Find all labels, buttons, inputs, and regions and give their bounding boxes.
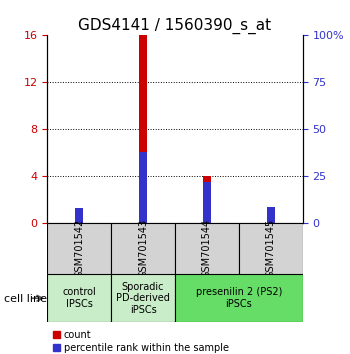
Text: presenilin 2 (PS2)
iPSCs: presenilin 2 (PS2) iPSCs	[196, 287, 282, 309]
Text: Sporadic
PD-derived
iPSCs: Sporadic PD-derived iPSCs	[116, 282, 170, 315]
Bar	[75, 208, 83, 223]
Text: GSM701544: GSM701544	[202, 219, 212, 278]
FancyBboxPatch shape	[239, 223, 303, 274]
Text: GSM701545: GSM701545	[266, 219, 276, 278]
FancyBboxPatch shape	[47, 223, 111, 274]
Bar	[267, 207, 275, 223]
Legend: count, percentile rank within the sample: count, percentile rank within the sample	[52, 329, 230, 354]
FancyBboxPatch shape	[111, 223, 175, 274]
FancyBboxPatch shape	[175, 274, 303, 322]
Bar	[203, 182, 211, 223]
Bar	[139, 35, 147, 223]
Text: control
IPSCs: control IPSCs	[62, 287, 96, 309]
Text: cell line: cell line	[4, 294, 47, 304]
Bar	[267, 208, 275, 223]
Bar	[75, 211, 83, 223]
Text: GSM701543: GSM701543	[138, 219, 148, 278]
Bar	[139, 152, 147, 223]
FancyBboxPatch shape	[175, 223, 239, 274]
FancyBboxPatch shape	[111, 274, 175, 322]
Title: GDS4141 / 1560390_s_at: GDS4141 / 1560390_s_at	[78, 18, 272, 34]
Bar	[203, 176, 211, 223]
FancyBboxPatch shape	[47, 274, 111, 322]
Text: GSM701542: GSM701542	[74, 219, 84, 278]
